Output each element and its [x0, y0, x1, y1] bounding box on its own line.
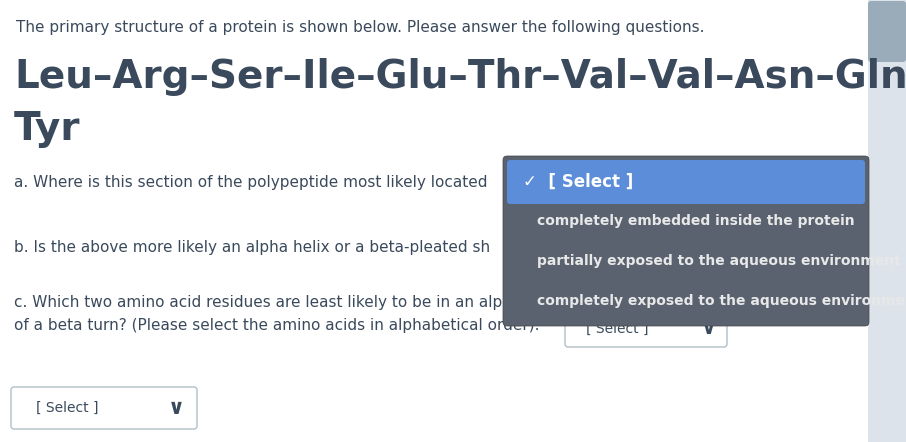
FancyBboxPatch shape	[565, 311, 727, 347]
Text: c. Which two amino acid residues are least likely to be in an alpha helix, but m: c. Which two amino acid residues are lea…	[14, 295, 780, 310]
Bar	[868, 0, 906, 442]
Text: Tyr: Tyr	[14, 110, 81, 148]
Text: [ Select ]: [ Select ]	[36, 401, 99, 415]
Text: ∨: ∨	[700, 320, 716, 339]
Text: ✓  [ Select ]: ✓ [ Select ]	[523, 173, 633, 191]
Text: completely embedded inside the protein: completely embedded inside the protein	[537, 214, 854, 228]
Text: a. Where is this section of the polypeptide most likely located: a. Where is this section of the polypept…	[14, 175, 487, 190]
FancyBboxPatch shape	[507, 160, 865, 204]
Text: completely exposed to the aqueous environment: completely exposed to the aqueous enviro…	[537, 294, 906, 308]
Text: [ Select ]: [ Select ]	[586, 322, 649, 336]
Text: of a beta turn? (Please select the amino acids in alphabetical order).: of a beta turn? (Please select the amino…	[14, 318, 539, 333]
Text: partially exposed to the aqueous environment: partially exposed to the aqueous environ…	[537, 254, 901, 268]
Text: The primary structure of a protein is shown below. Please answer the following q: The primary structure of a protein is sh…	[16, 20, 705, 35]
FancyBboxPatch shape	[868, 1, 906, 62]
FancyBboxPatch shape	[11, 387, 197, 429]
Text: b. Is the above more likely an alpha helix or a beta-pleated sh: b. Is the above more likely an alpha hel…	[14, 240, 490, 255]
FancyBboxPatch shape	[503, 156, 869, 326]
Text: ∨: ∨	[168, 398, 185, 418]
Text: Leu–Arg–Ser–Ile–Glu–Thr–Val–Val–Asn–Gln–Val–Ile–Ser–: Leu–Arg–Ser–Ile–Glu–Thr–Val–Val–Asn–Gln–…	[14, 58, 906, 96]
